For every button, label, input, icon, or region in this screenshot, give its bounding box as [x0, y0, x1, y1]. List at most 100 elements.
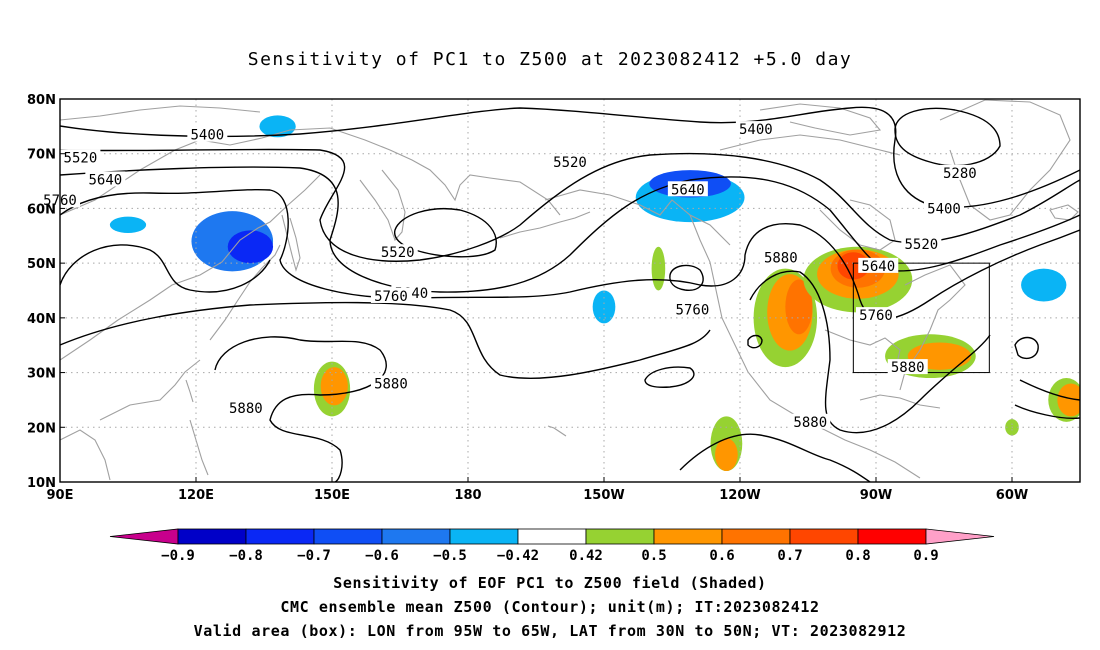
- coast-gulf: [824, 329, 901, 373]
- lat-label-6: 20N: [27, 421, 56, 436]
- figure-title: Sensitivity of PC1 to Z500 at 2023082412…: [247, 49, 853, 70]
- svg-text:5760: 5760: [676, 303, 710, 319]
- contour-5640: [60, 166, 1080, 293]
- contour-5880-pacific-loop: [214, 336, 387, 482]
- shaded-blob-7: [1021, 268, 1067, 302]
- svg-text:5880: 5880: [793, 415, 827, 431]
- colorbar-label-3: −0.6: [365, 548, 399, 564]
- colorbar-box-2: [245, 528, 315, 545]
- colorbar-box-9: [721, 528, 791, 545]
- svg-text:5640: 5640: [861, 259, 895, 275]
- contour-label-7: 5520: [377, 244, 418, 261]
- svg-text:5640: 5640: [671, 182, 705, 198]
- coast-greenland: [939, 99, 1071, 221]
- colorbar-box-11: [857, 528, 927, 545]
- contour-5760: [60, 188, 1080, 320]
- contour-5760-west-loop: [60, 244, 271, 293]
- lat-label-3: 50N: [27, 257, 56, 272]
- coast-siberia-north: [60, 105, 261, 121]
- shaded-blob-2: [227, 230, 274, 264]
- lon-label-1: 120E: [178, 488, 214, 503]
- lon-label-5: 120W: [719, 488, 760, 503]
- lat-lon-grid: [60, 99, 1080, 482]
- shaded-blob-23: [1057, 383, 1080, 417]
- contour-label-1: 5400: [735, 121, 776, 138]
- coast-taiwan: [185, 379, 194, 403]
- coast-namerica-north: [719, 134, 901, 156]
- colorbar-box-1: [177, 528, 247, 545]
- colorbar-label-2: −0.7: [297, 548, 331, 564]
- contour-label-17: 5880: [370, 375, 411, 393]
- contour-small-loop-1: [669, 264, 704, 291]
- contour-5880-hawaii-loop: [644, 366, 695, 388]
- contour-label-10: 5640: [858, 257, 899, 275]
- lon-label-3: 180: [454, 488, 481, 503]
- svg-text:5520: 5520: [64, 151, 98, 167]
- lon-label-2: 150E: [314, 488, 350, 503]
- svg-text:5760: 5760: [859, 308, 893, 324]
- coast-asia-coast: [60, 174, 321, 361]
- contour-label-8: 5640: [85, 171, 126, 188]
- coast-asia-east: [60, 127, 561, 216]
- coast-iceland: [1049, 204, 1079, 221]
- lon-label-6: 90W: [860, 488, 892, 503]
- colorbar-box-7: [585, 528, 655, 545]
- colorbar-label-1: −0.8: [229, 548, 263, 564]
- colorbar-label-9: 0.7: [777, 548, 802, 564]
- shaded-blob-0: [259, 115, 296, 138]
- colorbar-label-6: 0.42: [569, 548, 603, 564]
- coast-centralamerica: [824, 429, 921, 479]
- svg-text:5880: 5880: [229, 401, 263, 417]
- colorbar-label-10: 0.8: [845, 548, 870, 564]
- contour-labels: 5400 5400 5280 5400 5520 5520 5520 5520 5640 5640…: [40, 121, 980, 431]
- contour-small-loop-3: [1014, 336, 1039, 360]
- colorbar-box-8: [653, 528, 723, 545]
- contour-atlantic: [1014, 379, 1080, 420]
- contour-label-6: 5520: [901, 235, 942, 253]
- lat-label-5: 30N: [27, 367, 56, 382]
- shaded-blob-6: [592, 290, 616, 324]
- caption-line-2: CMC ensemble mean Z500 (Contour); unit(m…: [280, 598, 820, 616]
- contour-5280-ring: [894, 107, 1001, 167]
- contour-5880-south: [679, 433, 871, 482]
- coast-caribbean: [859, 394, 941, 409]
- coast-philippines: [189, 419, 209, 476]
- svg-text:5880: 5880: [764, 251, 798, 267]
- contour-5880-america: [749, 270, 991, 434]
- shaded-blob-9: [320, 367, 348, 406]
- contour-label-14: 5760: [672, 301, 713, 319]
- colorbar-label-4: −0.5: [433, 548, 467, 564]
- caption-line-1: Sensitivity of EOF PC1 to Z500 field (Sh…: [333, 574, 767, 592]
- lat-label-4: 40N: [27, 312, 56, 327]
- contour-label-19: 5880: [790, 413, 831, 431]
- lat-label-1: 70N: [27, 148, 56, 163]
- lon-label-7: 60W: [996, 488, 1028, 503]
- colorbar-label-7: 0.5: [641, 548, 666, 564]
- svg-text:5520: 5520: [381, 245, 415, 261]
- lat-label-7: 10N: [27, 476, 56, 491]
- coast-hudson: [819, 199, 896, 251]
- colorbar-box-3: [313, 528, 383, 545]
- contour-label-2: 5280: [939, 164, 980, 182]
- svg-text:5400: 5400: [739, 122, 773, 138]
- coast-namerica-west: [689, 214, 826, 431]
- map-frame: [59, 98, 1081, 483]
- colorbar-box-5: [449, 528, 519, 545]
- svg-text:5760: 5760: [374, 289, 408, 305]
- coast-alaska: [544, 189, 731, 246]
- colorbar-label-5: −0.42: [497, 548, 539, 564]
- svg-text:5400: 5400: [927, 201, 961, 217]
- contour-label-3: 5400: [924, 200, 964, 217]
- coast-china-south: [99, 359, 201, 421]
- lat-label-0: 80N: [27, 93, 56, 108]
- colorbar-label-8: 0.6: [709, 548, 734, 564]
- caption-line-3: Valid area (box): LON from 95W to 65W, L…: [193, 622, 907, 640]
- svg-text:5520: 5520: [553, 155, 587, 171]
- contour-label-9: 5640: [667, 181, 708, 198]
- axis-labels: 90E 120E 150E 180 150W 120W 90W 60W 80N 70N 60N 50N…: [27, 93, 1028, 503]
- svg-text:5640: 5640: [88, 172, 122, 188]
- shaded-blob-3: [109, 216, 147, 234]
- contour-small-loop-2: [747, 334, 763, 349]
